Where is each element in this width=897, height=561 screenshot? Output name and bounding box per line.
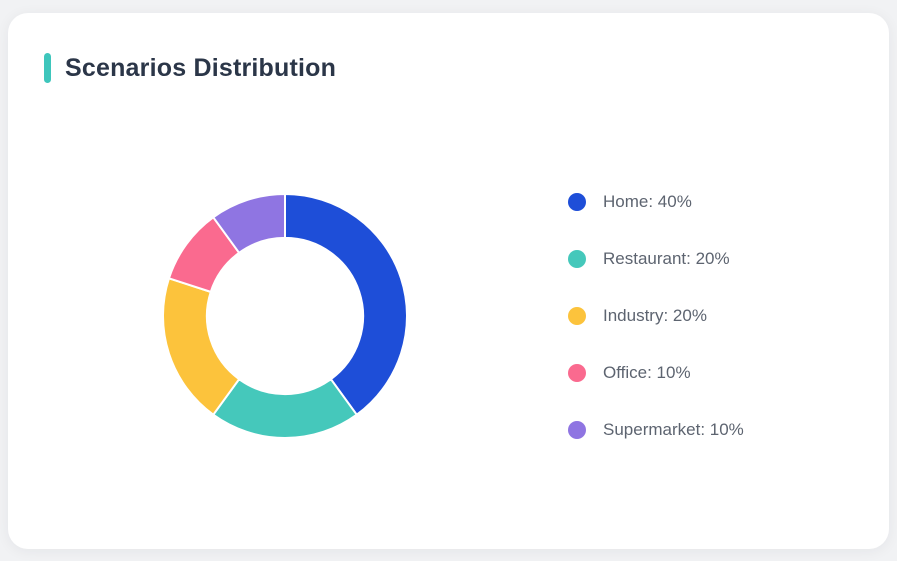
legend-dot xyxy=(568,193,586,211)
legend-item-home[interactable]: Home: 40% xyxy=(568,191,744,213)
legend-item-restaurant[interactable]: Restaurant: 20% xyxy=(568,248,744,270)
donut-slice-supermarket[interactable] xyxy=(212,193,286,254)
donut-slice-restaurant[interactable] xyxy=(212,378,358,439)
legend-label: Home: 40% xyxy=(603,192,692,211)
title-accent-bar xyxy=(44,53,51,83)
donut-slice-home[interactable] xyxy=(284,193,408,416)
card-title: Scenarios Distribution xyxy=(65,54,337,82)
donut-slice-industry[interactable] xyxy=(162,277,241,416)
legend-label: Restaurant: 20% xyxy=(603,249,730,268)
scenarios-distribution-card: Scenarios Distribution Home: 40% Restaur… xyxy=(8,13,889,549)
legend-label: Industry: 20% xyxy=(603,306,707,325)
legend-item-office[interactable]: Office: 10% xyxy=(568,362,744,384)
legend-dot xyxy=(568,307,586,325)
donut-chart-svg xyxy=(162,193,408,439)
chart-legend: Home: 40% Restaurant: 20% Industry: 20% … xyxy=(568,191,744,441)
legend-dot xyxy=(568,364,586,382)
legend-label: Office: 10% xyxy=(603,363,691,382)
donut-chart xyxy=(160,191,410,441)
legend-dot xyxy=(568,250,586,268)
legend-item-industry[interactable]: Industry: 20% xyxy=(568,305,744,327)
legend-label: Supermarket: 10% xyxy=(603,420,744,439)
card-header: Scenarios Distribution xyxy=(8,13,889,83)
legend-dot xyxy=(568,421,586,439)
legend-item-supermarket[interactable]: Supermarket: 10% xyxy=(568,419,744,441)
chart-row: Home: 40% Restaurant: 20% Industry: 20% … xyxy=(8,191,889,441)
